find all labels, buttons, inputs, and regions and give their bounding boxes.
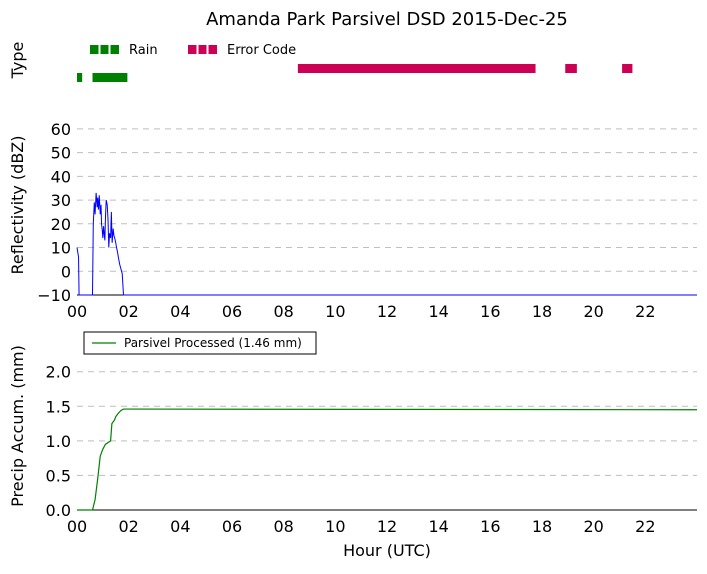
precip-y-tick-label: 0.5 <box>46 466 71 485</box>
reflectivity-x-tick-label: 10 <box>325 302 345 321</box>
type-axis-label: Type <box>8 42 27 80</box>
error-period-bar <box>622 64 633 73</box>
precip-x-tick-label: 14 <box>428 517 448 536</box>
precip-y-tick-label: 1.5 <box>46 397 71 416</box>
chart-title: Amanda Park Parsivel DSD 2015-Dec-25 <box>206 9 568 30</box>
legend-swatch-error-code <box>188 45 217 54</box>
reflectivity-x-tick-label: 08 <box>273 302 293 321</box>
precip-accum-line <box>77 408 698 511</box>
reflectivity-x-tick-label: 04 <box>170 302 190 321</box>
reflectivity-x-tick-label: 20 <box>583 302 603 321</box>
reflectivity-y-tick-label: 20 <box>51 215 71 234</box>
precip-axis-label: Precip Accum. (mm) <box>8 345 27 507</box>
type-panel: Type Rain Error Code <box>8 42 633 82</box>
reflectivity-y-tick-label: 0 <box>61 262 71 281</box>
legend-swatch-rain <box>90 45 119 54</box>
type-bars <box>77 64 633 82</box>
legend-item-rain: Rain <box>90 43 158 58</box>
precip-y-ticks: 0.0 0.5 1.0 1.5 2.0 <box>46 363 71 520</box>
precip-y-tick-label: 0.0 <box>46 501 71 520</box>
precip-y-tick-label: 1.0 <box>46 432 71 451</box>
precip-x-tick-label: 18 <box>532 517 552 536</box>
error-period-bar <box>297 64 536 73</box>
reflectivity-x-tick-label: 12 <box>377 302 397 321</box>
precip-legend-label: Parsivel Processed (1.46 mm) <box>124 336 302 350</box>
precip-x-tick-label: 02 <box>118 517 138 536</box>
precip-legend-box <box>83 331 317 355</box>
reflectivity-gridlines <box>77 128 697 272</box>
reflectivity-y-tick-label: −10 <box>37 286 71 305</box>
precip-gridlines <box>77 371 697 476</box>
precip-x-ticks: 00 02 04 06 08 10 12 14 16 18 20 22 <box>67 517 656 536</box>
precip-x-tick-label: 22 <box>635 517 655 536</box>
reflectivity-x-ticks: 00 02 04 06 08 10 12 14 16 18 20 22 <box>67 302 656 321</box>
error-period-bar <box>565 64 577 73</box>
reflectivity-x-tick-label: 18 <box>532 302 552 321</box>
precip-x-tick-label: 10 <box>325 517 345 536</box>
precip-x-tick-label: 08 <box>273 517 293 536</box>
reflectivity-x-tick-label: 16 <box>480 302 500 321</box>
reflectivity-x-tick-label: 06 <box>222 302 242 321</box>
precip-x-tick-label: 12 <box>377 517 397 536</box>
reflectivity-y-tick-label: 50 <box>51 144 71 163</box>
rain-period-bar <box>92 73 128 82</box>
precip-y-tick-label: 2.0 <box>46 363 71 382</box>
reflectivity-y-ticks: 60 50 40 30 20 10 0 −10 <box>37 120 71 305</box>
reflectivity-y-tick-label: 40 <box>51 167 71 186</box>
precip-x-tick-label: 06 <box>222 517 242 536</box>
reflectivity-axis-label: Reflectivity (dBZ) <box>8 136 27 275</box>
precip-x-tick-label: 04 <box>170 517 190 536</box>
precip-legend: Parsivel Processed (1.46 mm) <box>83 331 317 355</box>
reflectivity-x-tick-label: 22 <box>635 302 655 321</box>
legend-item-error-code: Error Code <box>188 43 296 58</box>
reflectivity-y-tick-label: 60 <box>51 120 71 139</box>
type-legend: Rain Error Code <box>90 43 296 58</box>
legend-label-rain: Rain <box>129 43 158 58</box>
reflectivity-x-tick-label: 00 <box>67 302 87 321</box>
reflectivity-y-tick-label: 10 <box>51 239 71 258</box>
reflectivity-y-tick-label: 30 <box>51 191 71 210</box>
reflectivity-x-tick-label: 02 <box>118 302 138 321</box>
precip-x-tick-label: 16 <box>480 517 500 536</box>
reflectivity-panel: 60 50 40 30 20 10 0 −10 00 02 04 06 08 10 12 14 16 18 20 2… <box>8 120 697 321</box>
precip-x-tick-label: 20 <box>583 517 603 536</box>
reflectivity-line <box>76 192 697 296</box>
precip-panel: 0.0 0.5 1.0 1.5 2.0 00 02 04 06 08 10 12 14 16 18 20 22… <box>8 331 698 560</box>
x-axis-label: Hour (UTC) <box>343 541 431 560</box>
rain-period-bar <box>77 73 83 82</box>
precip-x-tick-label: 00 <box>67 517 87 536</box>
legend-label-error-code: Error Code <box>227 43 296 58</box>
reflectivity-x-tick-label: 14 <box>428 302 448 321</box>
